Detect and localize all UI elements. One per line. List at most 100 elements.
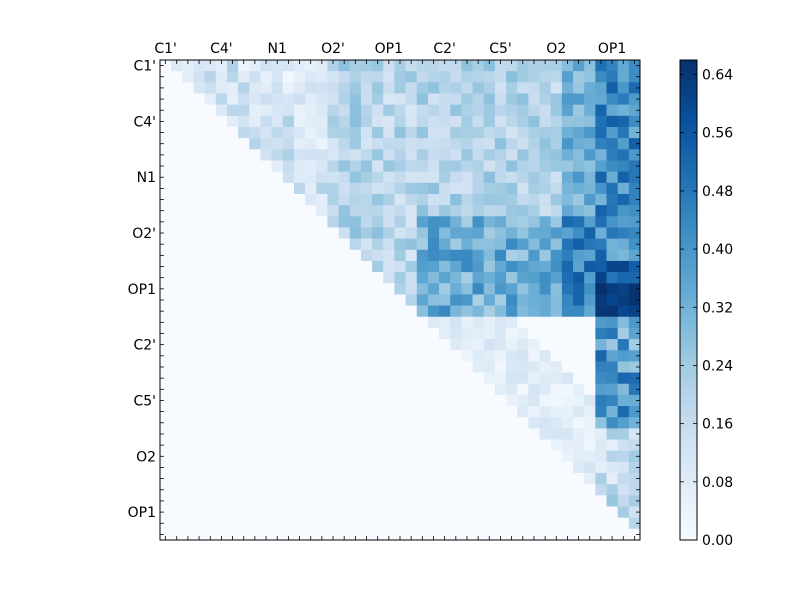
heatmap-cell xyxy=(372,216,384,228)
heatmap-cell xyxy=(282,517,295,530)
heatmap-cell xyxy=(617,517,630,530)
heatmap-cell xyxy=(171,216,183,228)
heatmap-cell xyxy=(628,272,641,284)
heatmap-cell xyxy=(305,283,317,295)
heatmap-cell xyxy=(293,104,306,117)
heatmap-cell xyxy=(372,450,384,463)
heatmap-cell xyxy=(528,272,540,284)
heatmap-cell xyxy=(606,171,619,184)
heatmap-cell xyxy=(550,205,563,217)
heatmap-cell xyxy=(238,383,250,396)
heatmap-cell xyxy=(160,517,172,530)
heatmap-cell xyxy=(584,406,596,418)
heatmap-cell xyxy=(327,82,340,94)
heatmap-cell xyxy=(215,93,228,106)
heatmap-cell xyxy=(260,417,273,429)
heatmap-cell xyxy=(539,506,552,519)
heatmap-cell xyxy=(372,327,384,340)
heatmap-cell xyxy=(349,450,362,463)
heatmap-cell xyxy=(293,327,306,340)
heatmap-cell xyxy=(573,104,585,117)
heatmap-cell xyxy=(327,339,340,351)
heatmap-cell xyxy=(461,450,473,463)
heatmap-cell xyxy=(427,406,440,418)
heatmap-cell xyxy=(506,205,518,217)
heatmap-cell xyxy=(316,484,328,496)
heatmap-cell xyxy=(427,350,440,362)
heatmap-cell xyxy=(405,149,418,161)
heatmap-cell xyxy=(517,350,529,362)
heatmap-cell xyxy=(327,149,340,161)
heatmap-cell xyxy=(517,238,529,251)
heatmap-cell xyxy=(249,249,261,262)
heatmap-cell xyxy=(416,305,429,318)
heatmap-cell xyxy=(383,182,395,195)
heatmap-cell xyxy=(204,294,217,306)
heatmap-cell xyxy=(483,205,496,217)
heatmap-cell xyxy=(517,60,529,72)
heatmap-cell xyxy=(506,528,518,541)
heatmap-cell xyxy=(204,260,217,273)
heatmap-cell xyxy=(160,294,172,306)
heatmap-cell xyxy=(506,115,518,128)
heatmap-cell xyxy=(338,506,351,519)
heatmap-cell xyxy=(293,283,306,295)
heatmap-cell xyxy=(238,182,250,195)
heatmap-cell xyxy=(193,260,206,273)
heatmap-cell xyxy=(561,205,574,217)
heatmap-cell xyxy=(260,171,273,184)
heatmap-cell xyxy=(472,193,485,206)
heatmap-cell xyxy=(238,227,250,240)
heatmap-cell xyxy=(260,517,273,530)
heatmap-cell xyxy=(573,417,585,429)
heatmap-cell xyxy=(182,149,194,161)
heatmap-cell xyxy=(282,138,295,150)
heatmap-cell xyxy=(472,506,485,519)
heatmap-cell xyxy=(595,528,607,541)
heatmap-cell xyxy=(427,461,440,474)
heatmap-cell xyxy=(327,372,340,385)
heatmap-cell xyxy=(204,283,217,295)
heatmap-cell xyxy=(316,517,328,530)
heatmap-cell xyxy=(405,473,418,485)
heatmap-cell xyxy=(372,160,384,173)
heatmap-cell xyxy=(160,238,172,251)
heatmap-cell xyxy=(427,316,440,329)
heatmap-cell xyxy=(483,104,496,117)
heatmap-cell xyxy=(271,394,284,407)
x-tick-label: C4' xyxy=(210,41,233,57)
heatmap-cell xyxy=(405,417,418,429)
heatmap-cell xyxy=(573,227,585,240)
heatmap-cell xyxy=(528,316,540,329)
heatmap-cell xyxy=(394,517,406,530)
heatmap-cell xyxy=(439,294,451,306)
heatmap-cell xyxy=(260,238,273,251)
heatmap-cell xyxy=(561,361,574,373)
heatmap-cell xyxy=(483,126,496,139)
heatmap-cell xyxy=(316,305,328,318)
heatmap-cell xyxy=(271,506,284,519)
heatmap-cell xyxy=(282,450,295,463)
heatmap-cell xyxy=(249,439,261,452)
heatmap-cell xyxy=(584,383,596,396)
heatmap-cell xyxy=(573,339,585,351)
heatmap-cell xyxy=(617,450,630,463)
heatmap-cell xyxy=(483,495,496,507)
heatmap-cell xyxy=(483,350,496,362)
heatmap-cell xyxy=(215,327,228,340)
heatmap-cell xyxy=(606,517,619,530)
heatmap-cell xyxy=(472,272,485,284)
heatmap-cell xyxy=(372,417,384,429)
heatmap-cell xyxy=(439,495,451,507)
heatmap-cell xyxy=(338,216,351,228)
heatmap-cell xyxy=(260,350,273,362)
heatmap-cell xyxy=(539,82,552,94)
heatmap-cell xyxy=(506,316,518,329)
heatmap-cell xyxy=(193,305,206,318)
heatmap-cell xyxy=(416,327,429,340)
heatmap-cell xyxy=(193,528,206,541)
heatmap-cell xyxy=(472,461,485,474)
heatmap-cell xyxy=(550,182,563,195)
heatmap-cell xyxy=(271,383,284,396)
heatmap-cell xyxy=(349,517,362,530)
